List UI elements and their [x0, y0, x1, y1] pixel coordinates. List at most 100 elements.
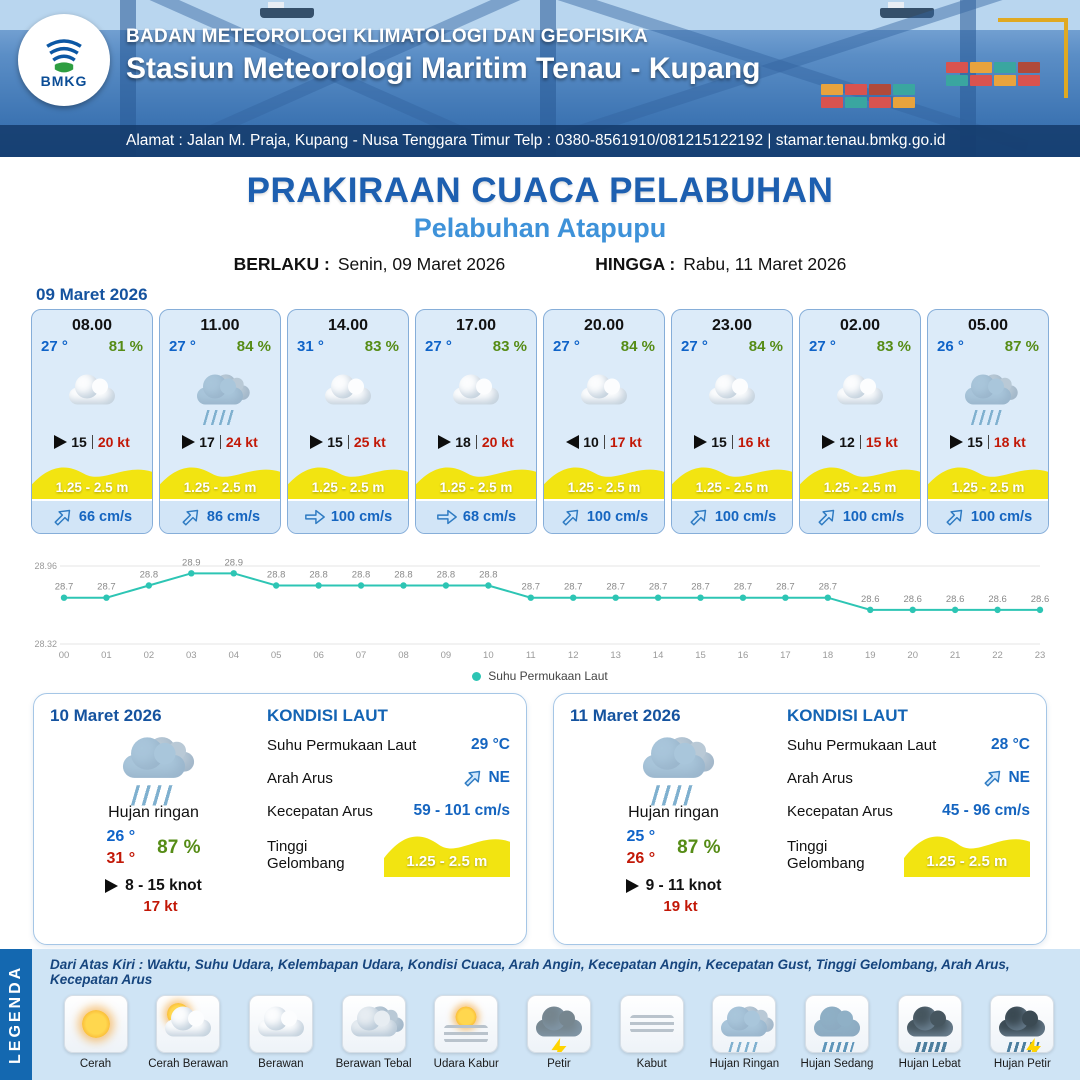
svg-text:22: 22	[992, 650, 1003, 661]
current-direction-value: NE	[1008, 769, 1030, 786]
svg-text:14: 14	[653, 650, 664, 661]
legend-item-label: Udara Kabur	[433, 1058, 499, 1070]
weather-icon	[957, 370, 1019, 425]
wave-height-band: 1.25 - 2.5 m	[800, 457, 920, 499]
wind-speed: 12	[839, 434, 855, 450]
wind-gust: 17 kt	[609, 434, 642, 450]
legend-icon-box	[526, 995, 591, 1053]
current-row: 100 cm/s	[544, 499, 664, 533]
weather-icon	[621, 1002, 683, 1046]
wave-shape	[800, 467, 920, 499]
rain-icon	[911, 1042, 948, 1052]
wind-separator	[859, 435, 861, 449]
wave-height-band: 1.25 - 2.5 m	[288, 457, 408, 499]
wind-gust: 25 kt	[353, 434, 386, 450]
weather-icon	[445, 370, 507, 414]
current-row: 100 cm/s	[288, 499, 408, 533]
wind-direction-icon	[625, 879, 639, 894]
sst-value: 28 °C	[991, 736, 1030, 753]
svg-text:28.8: 28.8	[352, 570, 371, 581]
svg-text:28.8: 28.8	[309, 570, 328, 581]
wind-gust: 17 kt	[143, 898, 178, 916]
wind-speed: 15	[967, 434, 983, 450]
current-speed: 100 cm/s	[842, 509, 905, 525]
svg-text:28.6: 28.6	[1031, 594, 1050, 605]
lightning-icon	[551, 1038, 567, 1052]
svg-text:28.6: 28.6	[861, 594, 880, 605]
wave-height: 1.25 - 2.5 m	[823, 480, 897, 495]
forecast-time: 05.00	[967, 317, 1009, 334]
current-direction-icon	[688, 506, 710, 528]
legend-item-label: Cerah Berawan	[148, 1058, 229, 1070]
legend-item: Cerah	[50, 995, 141, 1070]
wind-gust: 20 kt	[97, 434, 130, 450]
forecast-time: 02.00	[839, 317, 881, 334]
legend-icon-box	[341, 995, 406, 1053]
legend-item-label: Hujan Petir	[993, 1058, 1051, 1070]
title-section: PRAKIRAAN CUACA PELABUHAN Pelabuhan Atap…	[0, 157, 1080, 275]
legend-items-row: Cerah Cerah Berawan	[50, 995, 1068, 1070]
wind-gust: 18 kt	[993, 434, 1026, 450]
svg-text:03: 03	[186, 650, 197, 661]
current-direction-icon	[180, 506, 202, 528]
humidity-value: 83 %	[364, 338, 399, 355]
weather-icon	[61, 370, 123, 414]
port-name: Pelabuhan Atapupu	[413, 213, 667, 243]
wind-separator	[987, 435, 989, 449]
humidity-value: 84 %	[620, 338, 655, 355]
wind-row: 15 16 kt	[672, 429, 792, 455]
cloud-icon	[122, 736, 185, 778]
current-direction-value: NE	[488, 769, 510, 786]
wind-direction-icon	[54, 435, 68, 449]
daily-summary-card: 11 Maret 2026 Hujan ringan	[553, 693, 1047, 945]
humidity-value: 81 %	[108, 338, 143, 355]
legend-icon-box	[805, 995, 869, 1053]
wind-gust: 19 kt	[663, 898, 698, 916]
svg-text:28.8: 28.8	[437, 570, 456, 581]
current-direction-icon	[944, 506, 966, 528]
current-speed-label: Kecepatan Arus	[787, 802, 893, 820]
wind-row: 18 20 kt	[416, 429, 536, 455]
cloud-icon	[999, 1006, 1046, 1037]
svg-text:19: 19	[865, 650, 876, 661]
current-row: 100 cm/s	[672, 499, 792, 533]
legend-item-label: Berawan	[258, 1058, 304, 1070]
wave-shape	[383, 836, 510, 877]
temp-max: 31 °	[106, 849, 136, 867]
weather-icon	[435, 1002, 497, 1046]
legend-item: Hujan Lebat	[884, 995, 975, 1070]
current-speed: 86 cm/s	[206, 509, 261, 525]
wind-direction-icon	[182, 435, 196, 449]
humidity-value: 84 %	[236, 338, 271, 355]
legend-item-label: Hujan Ringan	[709, 1058, 780, 1070]
humidity-value: 87 %	[157, 836, 201, 858]
wind-gust: 20 kt	[481, 434, 514, 450]
air-temperature: 31 °	[297, 338, 324, 355]
wind-speed: 17	[199, 434, 215, 450]
sea-conditions-title: KONDISI LAUT	[787, 706, 908, 725]
forecast-date: 09 Maret 2026	[36, 285, 148, 304]
temp-min: 26 °	[106, 828, 136, 845]
weather-icon	[189, 370, 251, 425]
sun-icon	[81, 1010, 110, 1038]
current-row: 86 cm/s	[160, 499, 280, 533]
humidity-value: 83 %	[876, 338, 911, 355]
cloud-icon	[453, 374, 499, 405]
cloud-icon	[814, 1006, 860, 1037]
sst-chart-section: 28.96 28.32 28.7 00 28.7 01 28.8 02 28.9 03 28.9 04…	[26, 544, 1054, 683]
legend-icon-box	[897, 995, 962, 1053]
svg-text:28.7: 28.7	[691, 582, 710, 593]
sea-conditions-title: KONDISI LAUT	[267, 706, 388, 725]
bmkg-logo-emblem	[46, 39, 82, 73]
current-direction-icon	[436, 506, 458, 528]
svg-text:28.8: 28.8	[267, 570, 286, 581]
weather-icon	[250, 1002, 312, 1046]
legend-item: Petir	[513, 995, 604, 1070]
legend-icon-box	[712, 995, 777, 1053]
wave-shape	[288, 467, 408, 499]
wind-row: 17 24 kt	[160, 429, 280, 455]
svg-text:28.6: 28.6	[988, 594, 1007, 605]
svg-text:23: 23	[1035, 650, 1046, 661]
header-banner: BMKG BADAN METEOROLOGI KLIMATOLOGI DAN G…	[0, 0, 1080, 157]
wind-speed: 18	[455, 434, 471, 450]
